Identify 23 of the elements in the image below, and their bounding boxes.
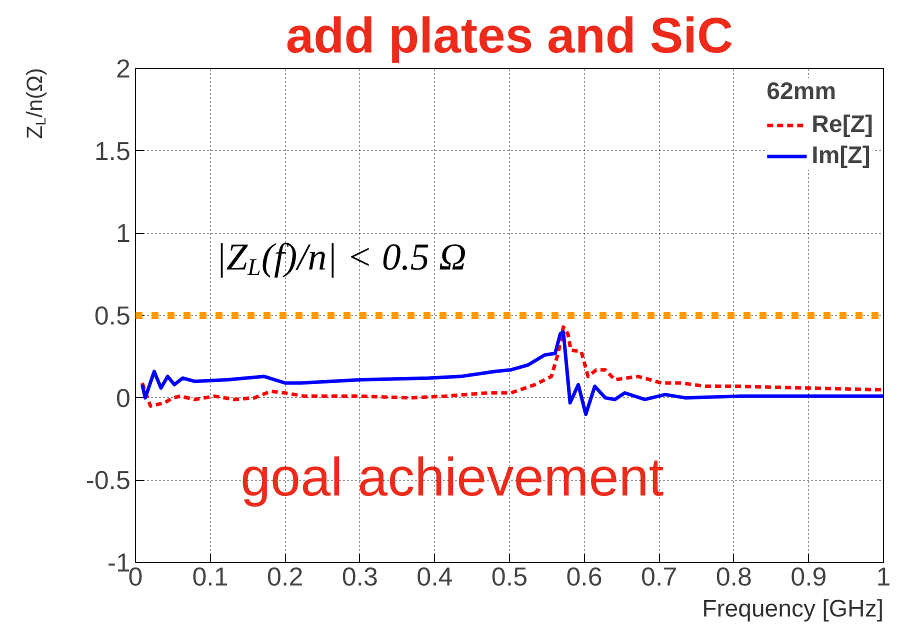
y-tick-label: 0.5 <box>94 300 131 330</box>
x-tick-label: 0.1 <box>192 562 228 592</box>
chart-title: add plates and SiC <box>286 8 734 64</box>
legend-title: 62mm <box>766 78 838 106</box>
x-tick-label: 0.4 <box>416 562 453 592</box>
y-tick-label: 1.5 <box>94 136 131 166</box>
x-tick-label: 0.2 <box>267 562 304 592</box>
annotation: goal achievement <box>240 448 664 508</box>
x-axis-title: Frequency [GHz] <box>702 596 884 622</box>
x-tick-label: 0.5 <box>491 562 528 592</box>
x-tick-label: 0.6 <box>566 562 602 592</box>
x-tick-label: 0.9 <box>790 562 827 592</box>
y-tick-label: 0 <box>116 382 131 413</box>
x-tick-label: 0.3 <box>342 562 378 592</box>
y-tick-label: 2 <box>116 54 131 84</box>
x-tick-label: 0.8 <box>716 562 752 592</box>
legend-label: Im[Z] <box>812 142 870 170</box>
y-tick-label: -0.5 <box>86 465 131 496</box>
x-tick-label: 0.7 <box>641 562 678 592</box>
legend-label: Re[Z] <box>812 111 873 139</box>
y-axis-title: ZL/n(Ω) <box>22 68 49 139</box>
y-tick-label: 1 <box>116 218 131 248</box>
x-tick-label: 1 <box>876 562 891 592</box>
